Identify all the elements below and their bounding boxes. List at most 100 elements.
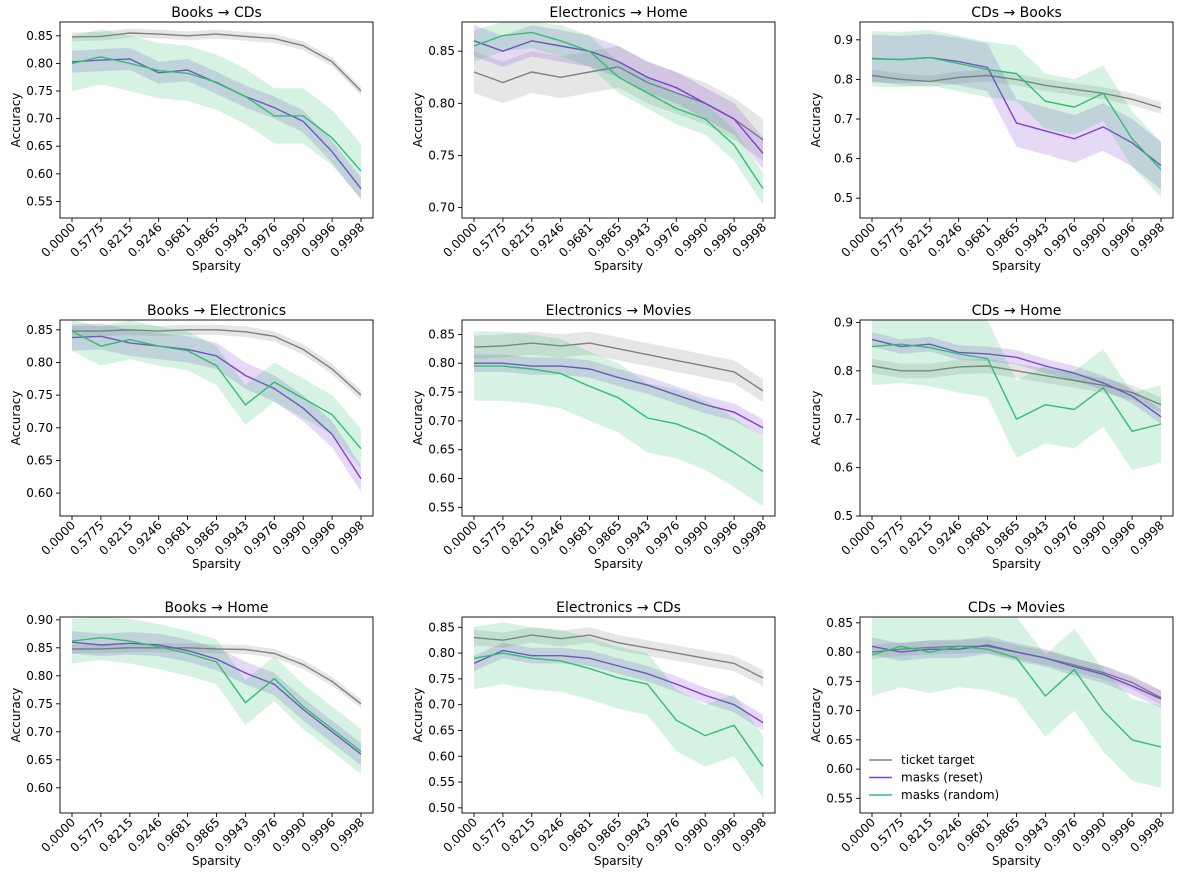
chart-panel-5: Electronics → Movies 0.55 0.60 0.65 0.70 0.75… <box>411 303 776 571</box>
y-tick-label: 0.60 <box>826 762 853 776</box>
series-line <box>71 330 362 450</box>
y-tick-label: 0.7 <box>834 412 853 426</box>
y-tick-label: 0.60 <box>26 167 53 181</box>
confidence-band <box>474 627 763 686</box>
y-tick-label: 0.65 <box>428 723 455 737</box>
y-tick-label: 0.65 <box>26 139 53 153</box>
y-axis-label: Accuracy <box>9 93 23 148</box>
legend: ticket target masks (reset) masks (random) <box>869 753 999 802</box>
x-axis-label: Sparsity <box>992 854 1041 868</box>
y-axis-label: Accuracy <box>9 391 23 446</box>
y-axis-label: Accuracy <box>809 93 823 148</box>
y-tick-label: 0.85 <box>826 616 853 630</box>
y-tick-label: 0.75 <box>26 84 53 98</box>
y-tick-label: 0.60 <box>428 749 455 763</box>
y-tick-label: 0.75 <box>26 388 53 402</box>
series-line <box>71 335 362 480</box>
y-tick-label: 0.65 <box>26 453 53 467</box>
y-tick-label: 0.60 <box>428 472 455 486</box>
x-axis-label: Sparsity <box>192 854 241 868</box>
y-tick-label: 0.55 <box>428 500 455 514</box>
y-tick-label: 0.50 <box>428 801 455 815</box>
y-tick-label: 0.55 <box>826 791 853 805</box>
x-axis-label: Sparsity <box>594 557 643 571</box>
chart-title: Books → Electronics <box>147 303 286 319</box>
y-tick-label: 0.70 <box>428 414 455 428</box>
y-tick-label: 0.70 <box>26 725 53 739</box>
y-tick-label: 0.60 <box>26 486 53 500</box>
y-tick-label: 0.85 <box>26 29 53 43</box>
chart-panel-7: Books → Home 0.60 0.65 0.70 0.75 0.80 0.85 0.90… <box>9 600 374 868</box>
confidence-band <box>872 320 1161 470</box>
confidence-band <box>872 33 1161 190</box>
confidence-band <box>872 617 1161 788</box>
y-tick-label: 0.85 <box>428 620 455 634</box>
y-tick-label: 0.75 <box>428 672 455 686</box>
y-tick-label: 0.80 <box>428 356 455 370</box>
confidence-band <box>72 320 361 469</box>
confidence-band <box>474 331 763 403</box>
y-tick-label: 0.9 <box>834 315 853 329</box>
legend-label: masks (random) <box>901 788 999 802</box>
confidence-band <box>474 22 763 205</box>
y-axis-label: Accuracy <box>809 688 823 743</box>
y-tick-label: 0.6 <box>834 461 853 475</box>
x-axis-label: Sparsity <box>594 259 643 273</box>
y-tick-label: 0.70 <box>26 112 53 126</box>
confidence-band <box>72 47 361 200</box>
y-tick-label: 0.80 <box>428 646 455 660</box>
y-tick-label: 0.85 <box>428 327 455 341</box>
y-tick-label: 0.65 <box>428 443 455 457</box>
y-tick-label: 0.80 <box>26 669 53 683</box>
x-axis-label: Sparsity <box>594 854 643 868</box>
series-line <box>473 342 764 392</box>
y-tick-label: 0.70 <box>826 704 853 718</box>
chart-title: CDs → Home <box>972 303 1062 319</box>
chart-panel-9: CDs → Movies 0.55 0.60 0.65 0.70 0.75 0.80 0.85… <box>809 600 1174 868</box>
confidence-band <box>72 29 361 199</box>
series-line <box>871 343 1162 433</box>
confidence-band <box>474 25 763 169</box>
y-tick-label: 0.80 <box>428 96 455 110</box>
series-line <box>71 641 362 755</box>
y-tick-label: 0.70 <box>428 698 455 712</box>
chart-panel-2: Electronics → Home0.700.750.800.850.0000… <box>411 5 776 273</box>
y-tick-label: 0.80 <box>826 645 853 659</box>
series-line <box>71 636 362 752</box>
chart-panel-3: CDs → Books0.50.60.70.80.90.00000.57750.… <box>809 5 1174 273</box>
series-line <box>71 32 362 92</box>
confidence-band <box>474 622 763 798</box>
chart-panel-8: Electronics → CDs 0.50 0.55 0.60 0.65 0.70 0.7… <box>411 600 776 868</box>
x-axis-label: Sparsity <box>192 557 241 571</box>
confidence-band <box>474 642 763 731</box>
series-line <box>473 649 764 724</box>
series-line <box>871 338 1162 418</box>
series-line <box>473 40 764 154</box>
confidence-band <box>474 331 763 507</box>
series-line <box>473 31 764 190</box>
series-line <box>71 56 362 172</box>
chart-title: Books → CDs <box>171 5 262 21</box>
y-tick-label: 0.80 <box>26 355 53 369</box>
chart-title: Books → Home <box>164 600 268 616</box>
y-tick-label: 0.55 <box>26 194 53 208</box>
series-line <box>871 74 1162 109</box>
confidence-band <box>72 617 361 774</box>
y-tick-label: 0.9 <box>834 33 853 47</box>
confidence-band <box>872 636 1161 708</box>
series-line <box>474 365 764 473</box>
y-tick-label: 0.60 <box>26 781 53 795</box>
y-tick-label: 0.75 <box>26 697 53 711</box>
series-line <box>473 652 764 768</box>
y-tick-label: 0.75 <box>428 148 455 162</box>
y-tick-label: 0.65 <box>26 753 53 767</box>
confidence-band <box>872 29 1161 198</box>
chart-title: Electronics → Home <box>549 5 687 21</box>
chart-title: CDs → Books <box>971 5 1062 21</box>
y-tick-label: 0.65 <box>826 733 853 747</box>
series-line <box>474 362 764 429</box>
y-tick-label: 0.6 <box>834 152 853 166</box>
series-line <box>473 634 764 679</box>
confidence-band <box>872 69 1161 114</box>
